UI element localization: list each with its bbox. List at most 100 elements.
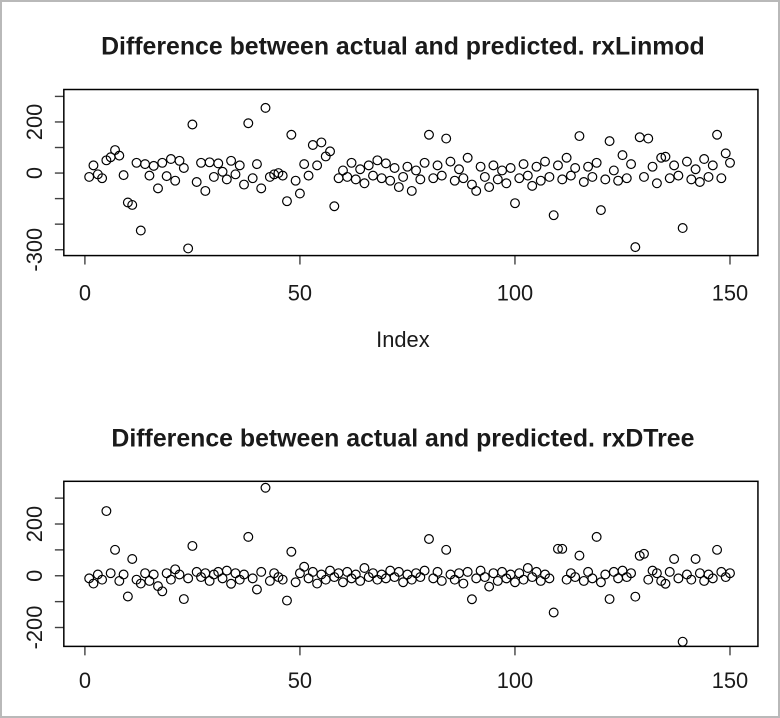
data-point bbox=[157, 157, 168, 168]
data-point bbox=[204, 575, 215, 586]
data-point bbox=[643, 574, 654, 585]
chart-title-rxdtree: Difference between actual and predicted.… bbox=[111, 425, 694, 453]
data-point bbox=[363, 160, 374, 171]
data-point bbox=[479, 171, 490, 182]
data-point bbox=[174, 155, 185, 166]
data-point bbox=[454, 164, 464, 175]
data-point bbox=[88, 160, 99, 171]
data-point bbox=[626, 568, 637, 579]
data-point bbox=[604, 594, 615, 605]
data-point bbox=[226, 578, 237, 589]
data-point bbox=[531, 161, 542, 172]
data-point bbox=[183, 573, 194, 584]
data-point bbox=[441, 544, 452, 555]
data-point bbox=[148, 160, 159, 171]
data-point bbox=[570, 162, 581, 173]
data-point bbox=[699, 575, 710, 586]
data-point bbox=[548, 210, 559, 221]
data-point bbox=[432, 160, 443, 171]
data-point bbox=[277, 170, 288, 181]
data-point bbox=[436, 170, 447, 181]
data-point bbox=[703, 171, 714, 182]
data-point bbox=[462, 566, 473, 577]
data-point bbox=[626, 159, 637, 170]
data-point bbox=[690, 164, 701, 175]
data-point bbox=[639, 171, 649, 182]
data-point bbox=[97, 574, 108, 585]
data-point bbox=[337, 577, 348, 588]
data-point bbox=[157, 586, 168, 597]
data-point bbox=[144, 575, 155, 586]
data-point bbox=[497, 566, 508, 577]
data-point bbox=[583, 161, 594, 172]
data-point bbox=[647, 161, 658, 172]
data-point bbox=[183, 243, 194, 254]
data-point bbox=[127, 554, 138, 564]
y-tick-label: -200 bbox=[22, 606, 47, 650]
data-point bbox=[445, 156, 456, 167]
data-point bbox=[415, 174, 426, 185]
data-point bbox=[552, 160, 563, 171]
data-point bbox=[466, 594, 477, 605]
scatter-points-rxlinmod bbox=[84, 102, 735, 254]
x-tick-label: 50 bbox=[288, 280, 312, 305]
data-point bbox=[389, 162, 400, 173]
x-tick-label: 100 bbox=[497, 280, 533, 305]
chart-rxlinmod: Difference between actual and predicted.… bbox=[22, 33, 759, 352]
data-point bbox=[471, 185, 482, 196]
data-point bbox=[243, 531, 254, 542]
data-point bbox=[497, 165, 508, 176]
data-point bbox=[673, 170, 684, 181]
data-point bbox=[110, 544, 121, 555]
data-point bbox=[385, 565, 396, 576]
data-point bbox=[312, 160, 323, 171]
data-point bbox=[428, 173, 439, 184]
data-point bbox=[376, 173, 387, 184]
data-point bbox=[673, 573, 684, 584]
data-point bbox=[174, 569, 185, 580]
data-point bbox=[118, 170, 129, 181]
data-point bbox=[398, 171, 409, 182]
data-point bbox=[170, 175, 181, 186]
data-point bbox=[247, 173, 258, 184]
data-point bbox=[337, 165, 348, 176]
data-point bbox=[518, 574, 529, 585]
data-point bbox=[677, 223, 688, 234]
data-point bbox=[411, 165, 422, 176]
data-point bbox=[630, 242, 641, 253]
data-point bbox=[540, 156, 551, 167]
data-point bbox=[595, 205, 606, 216]
data-point bbox=[570, 572, 581, 583]
data-point bbox=[669, 554, 680, 564]
data-point bbox=[643, 133, 654, 144]
data-point bbox=[84, 171, 95, 182]
data-point bbox=[510, 198, 520, 209]
data-point bbox=[105, 568, 116, 579]
data-point bbox=[621, 173, 632, 184]
data-point bbox=[127, 199, 138, 210]
data-point bbox=[135, 578, 146, 589]
data-point bbox=[578, 575, 589, 586]
data-point bbox=[656, 152, 667, 163]
scatter-points-rxdtree bbox=[84, 482, 735, 647]
data-point bbox=[660, 151, 671, 162]
data-point bbox=[247, 573, 258, 584]
axes-rxdtree: 0 50 100 150 200 0 -200 bbox=[22, 497, 748, 693]
data-point bbox=[557, 174, 568, 185]
data-point bbox=[303, 170, 314, 181]
data-point bbox=[690, 554, 701, 564]
x-tick-label: 0 bbox=[79, 668, 91, 693]
data-point bbox=[239, 179, 249, 190]
data-point bbox=[522, 563, 533, 574]
data-point bbox=[432, 566, 443, 577]
data-point bbox=[286, 546, 297, 557]
data-point bbox=[617, 150, 628, 161]
data-point bbox=[600, 569, 611, 580]
data-point bbox=[707, 573, 718, 584]
data-point bbox=[140, 159, 151, 170]
data-point bbox=[221, 174, 232, 185]
data-point bbox=[355, 164, 366, 175]
chart-title-rxlinmod: Difference between actual and predicted.… bbox=[101, 33, 705, 61]
data-point bbox=[213, 158, 224, 169]
data-point bbox=[505, 162, 516, 173]
